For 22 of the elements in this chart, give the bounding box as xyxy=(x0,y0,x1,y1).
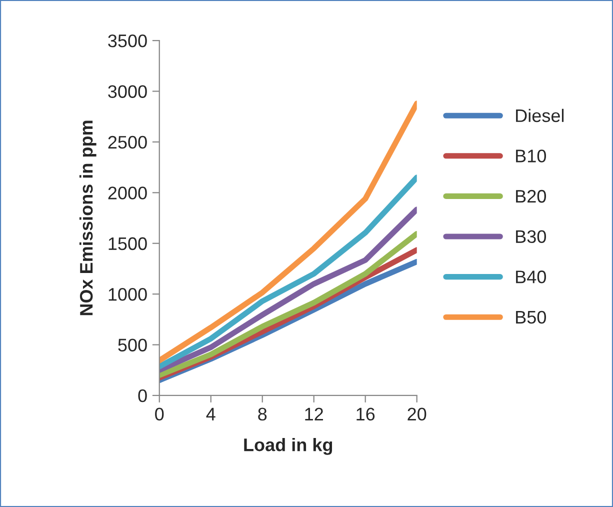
legend-label: B50 xyxy=(516,310,546,324)
x-tick-label: 12 xyxy=(305,408,323,420)
x-tick-label: 0 xyxy=(155,408,164,421)
y-tick-label: 500 xyxy=(118,338,147,352)
y-tick-label: 1500 xyxy=(108,237,147,250)
x-tick-label: 4 xyxy=(206,408,216,420)
legend-label: B20 xyxy=(516,190,546,203)
y-tick-label: 3000 xyxy=(108,85,147,98)
x-tick-label: 16 xyxy=(356,408,375,421)
legend-label: Diesel xyxy=(516,108,564,122)
x-axis-title: Load in kg xyxy=(244,438,332,455)
y-tick-label: 1000 xyxy=(108,288,147,301)
legend-label: B30 xyxy=(516,230,546,244)
legend-label: B40 xyxy=(516,270,546,284)
y-tick-label: 3500 xyxy=(108,34,147,48)
legend-label: B10 xyxy=(516,150,546,162)
x-tick-label: 8 xyxy=(258,408,267,421)
x-tick-label: 20 xyxy=(408,408,426,421)
y-tick-label: 0 xyxy=(138,389,147,402)
y-tick-label: 2000 xyxy=(108,186,147,200)
y-axis-title: NOx Emissions in ppm xyxy=(79,120,96,316)
y-tick-label: 2500 xyxy=(108,136,147,149)
